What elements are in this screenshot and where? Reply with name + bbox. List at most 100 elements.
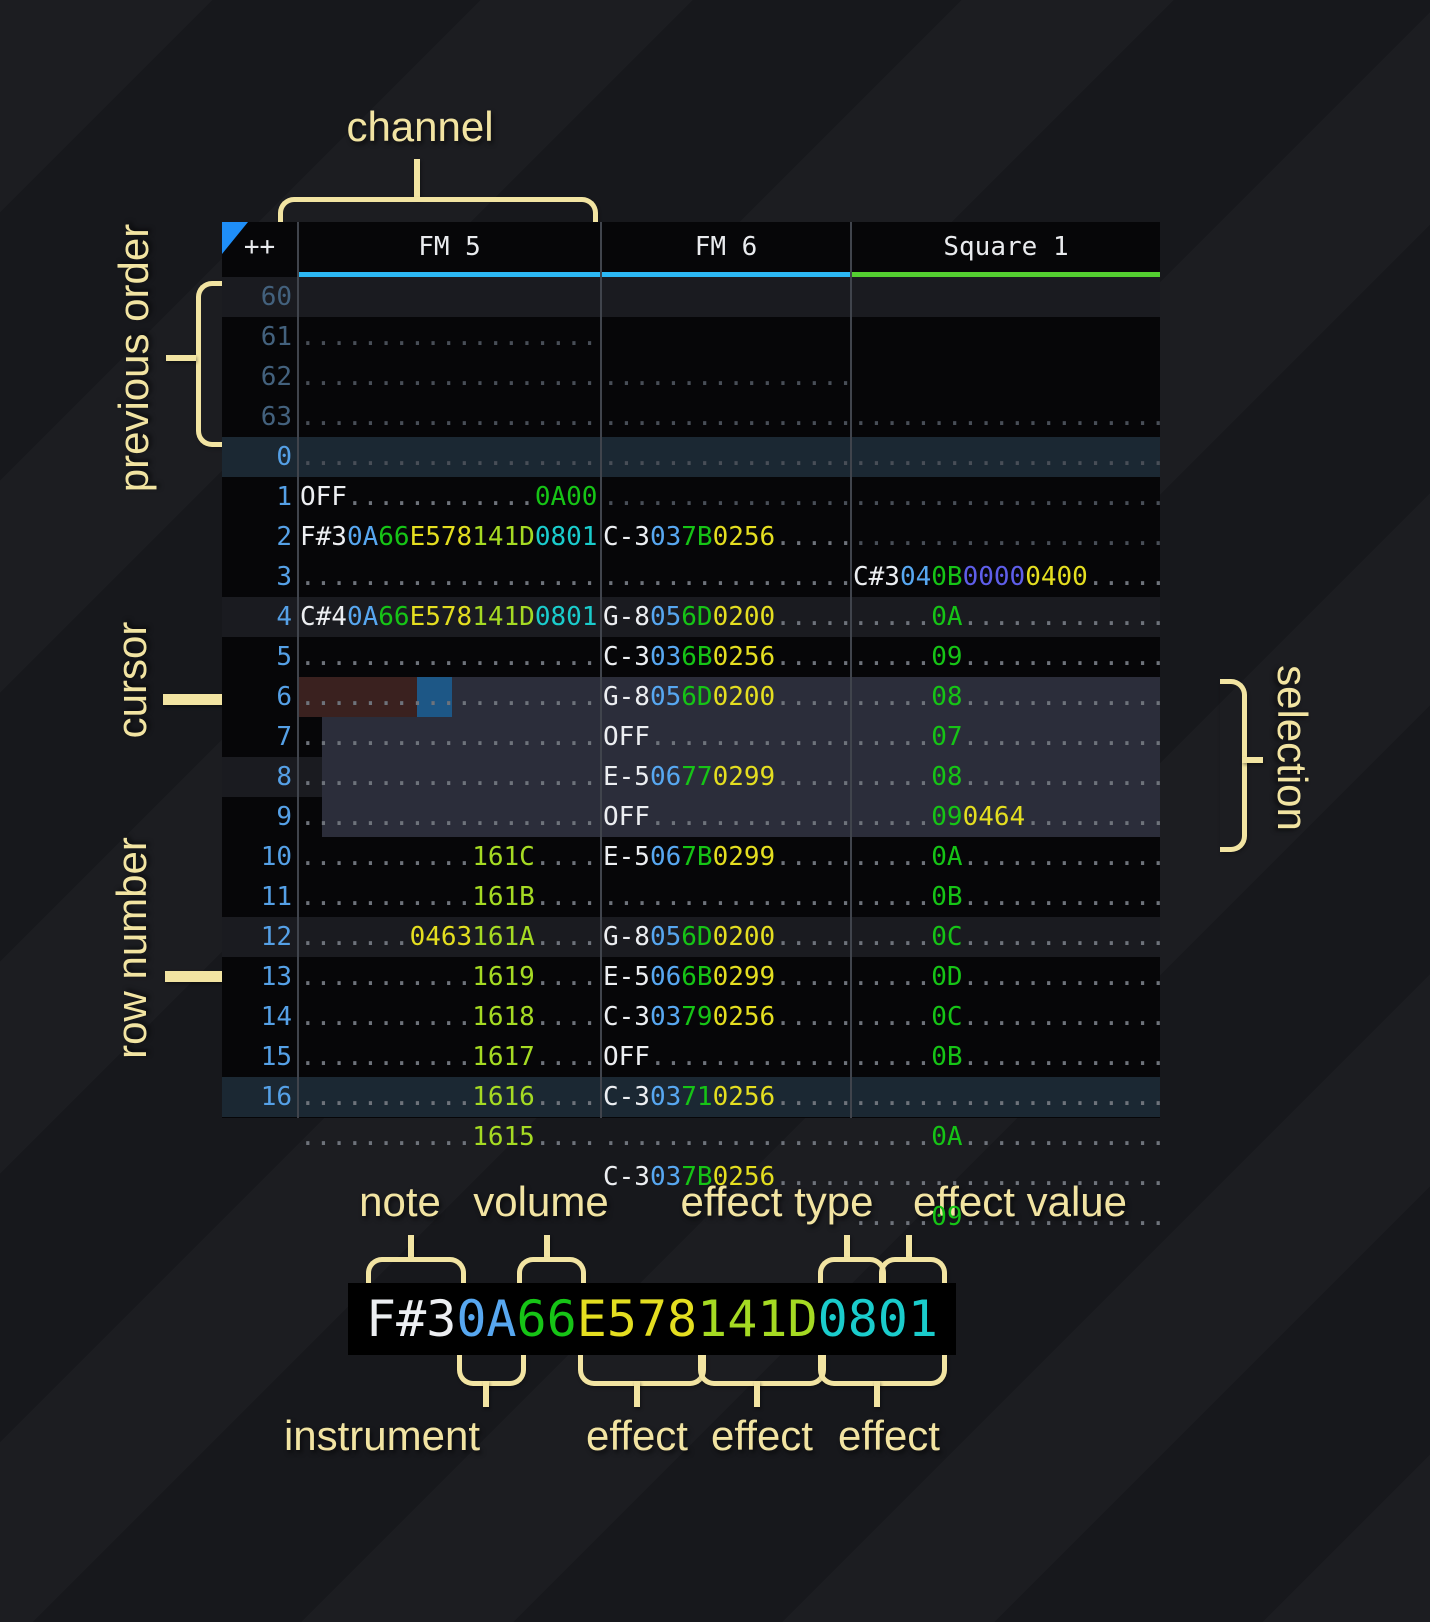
channel-header-fm6[interactable]: FM 6: [694, 232, 758, 262]
pattern-cell-fm6[interactable]: ................: [603, 362, 850, 392]
pattern-cell-fm6[interactable]: ................: [603, 402, 850, 432]
pattern-row[interactable]: 4................... G-8056D0200.........…: [222, 597, 1160, 752]
pattern-row[interactable]: 2................... G-8056D0200.........…: [222, 517, 1160, 672]
pattern-cell-fm6[interactable]: C-3036B0256.....: [603, 642, 850, 672]
pattern-cell-sq1[interactable]: .....0C.............: [853, 922, 1160, 952]
pattern-cell-fm6[interactable]: ................: [603, 442, 850, 472]
channel-header-square1[interactable]: Square 1: [943, 232, 1069, 262]
cursor-cell[interactable]: [417, 677, 452, 717]
pattern-row[interactable]: 63......................................…: [222, 397, 1160, 552]
pattern-cell-sq1[interactable]: ....................: [853, 522, 1160, 552]
pattern-cell-fm5[interactable]: ...........161C....: [300, 842, 598, 872]
row-number: 15: [260, 1042, 292, 1072]
pattern-cell-sq1[interactable]: .....0C.............: [853, 1002, 1160, 1032]
pattern-row[interactable]: 0 OFF............0A00 C-3037B0256..... C#30…: [222, 437, 1160, 592]
row-number: 61: [260, 322, 292, 352]
channel-header-fm5[interactable]: FM 5: [418, 232, 481, 262]
pattern-cell-fm5[interactable]: .......0463161A....: [300, 922, 598, 952]
pattern-cell-fm6[interactable]: OFF.............: [603, 802, 850, 832]
pattern-row[interactable]: 5................... OFF.................…: [222, 637, 1160, 792]
pattern-cell-fm5[interactable]: ...................: [300, 802, 598, 832]
pattern-editor[interactable]: ++ FM 5 FM 6 Square 1 60................…: [222, 222, 1160, 1232]
pattern-cell-fm6[interactable]: ................: [603, 1122, 850, 1152]
instrument-tick: [483, 1381, 489, 1407]
pattern-cell-sq1[interactable]: .....0B.............: [853, 882, 1160, 912]
pattern-cell-fm6[interactable]: G-8056D0200.....: [603, 922, 850, 952]
pattern-cell-sq1[interactable]: ....................: [853, 482, 1160, 512]
selection-overlay: [322, 717, 1160, 837]
pattern-cell-fm5[interactable]: ...........1617....: [300, 1042, 598, 1072]
pattern-row[interactable]: 1 F#30A66E578141D0801....................…: [222, 477, 1160, 632]
row-number: 2: [276, 522, 292, 552]
pattern-cell-fm5[interactable]: ...................: [300, 442, 598, 472]
pattern-cell-fm6[interactable]: E-5066B0299.....: [603, 962, 850, 992]
pattern-cell-sq1[interactable]: .....09.............: [853, 1202, 1160, 1232]
pattern-cell-fm5[interactable]: ...................: [300, 562, 598, 592]
pattern-cell-sq1[interactable]: .....08.............: [853, 762, 1160, 792]
pattern-cell-sq1[interactable]: .....07.............: [853, 722, 1160, 752]
pattern-cell-fm6[interactable]: OFF.............: [603, 1042, 850, 1072]
pattern-cell-fm5[interactable]: ...........161B....: [300, 882, 598, 912]
pattern-cell-fm5[interactable]: ...................: [300, 762, 598, 792]
pattern-row[interactable]: 60......................................…: [222, 277, 1160, 432]
pattern-row[interactable]: 7................... OFF.................…: [222, 717, 1160, 872]
pattern-cell-sq1[interactable]: ....................: [853, 1082, 1160, 1112]
pattern-cell-fm5[interactable]: ...................: [300, 322, 598, 352]
pattern-row[interactable]: 3 C#40A66E578141D0801 C-3036B0256.........…: [222, 557, 1160, 712]
pattern-cell-fm6[interactable]: G-8056D0200.....: [603, 682, 850, 712]
pattern-cell-fm6[interactable]: C-3037B0256.....: [603, 1162, 850, 1192]
pattern-cell-fm5[interactable]: ...................: [300, 362, 598, 392]
pattern-cell-fm6[interactable]: E-506770299.....: [603, 762, 850, 792]
pattern-cell-sq1[interactable]: .....090464.........: [853, 802, 1160, 832]
row-number: 0: [276, 442, 292, 472]
pattern-cell-fm5[interactable]: ...........1619....: [300, 962, 598, 992]
pattern-row[interactable]: 13 ...........1618.... OFF................…: [222, 957, 1160, 1112]
pattern-cell-sq1[interactable]: .....0D.............: [853, 962, 1160, 992]
effect3-label: effect: [838, 1412, 940, 1459]
pattern-cell-fm5[interactable]: ...........1616....: [300, 1082, 598, 1112]
pattern-cell-fm6[interactable]: ................: [603, 882, 850, 912]
effect2-tick: [754, 1381, 760, 1407]
cursor-row-highlight: [299, 677, 417, 717]
pattern-cell-sq1[interactable]: .....0A.............: [853, 602, 1160, 632]
pattern-cell-fm5[interactable]: ...........1615....: [300, 1122, 598, 1152]
pattern-row[interactable]: 61......................................…: [222, 317, 1160, 472]
pattern-cell-fm5[interactable]: C#40A66E578141D0801: [300, 602, 598, 632]
pattern-cell-fm5[interactable]: F#30A66E578141D0801: [300, 522, 598, 552]
pattern-cell-fm5[interactable]: OFF............0A00: [300, 482, 598, 512]
pattern-cell-fm6[interactable]: C-303790256.....: [603, 1002, 850, 1032]
pattern-row[interactable]: 62......................................…: [222, 357, 1160, 512]
pattern-cell-sq1[interactable]: .....08.............: [853, 682, 1160, 712]
pattern-cell-fm5[interactable]: ...................: [300, 682, 598, 712]
pattern-row[interactable]: 15 ...........1616.......................…: [222, 1037, 1160, 1192]
pattern-cell-fm6[interactable]: E-5067B0299.....: [603, 842, 850, 872]
pattern-cell-sq1[interactable]: ....................: [853, 442, 1160, 472]
pattern-cell-fm6[interactable]: C-3037B0256.....: [603, 522, 850, 552]
effect-value-label: effect value: [912, 1178, 1128, 1225]
pattern-cell-fm6[interactable]: ................: [603, 562, 850, 592]
pattern-cell-fm6[interactable]: C-303710256.....: [603, 1082, 850, 1112]
pattern-row[interactable]: 12 ...........1619.... C-303790256........…: [222, 917, 1160, 1072]
pattern-row[interactable]: 10 ...........161B.... G-8056D0200........…: [222, 837, 1160, 992]
pattern-cell-sq1[interactable]: ....................: [853, 402, 1160, 432]
pattern-cell-sq1[interactable]: ....................: [853, 1162, 1160, 1192]
order-add-button[interactable]: ++: [243, 232, 276, 262]
pattern-cell-fm5[interactable]: ...................: [300, 642, 598, 672]
pattern-cell-sq1[interactable]: .....0A.............: [853, 1122, 1160, 1152]
pattern-cell-sq1[interactable]: .....0A.............: [853, 842, 1160, 872]
pattern-cell-fm6[interactable]: G-8056D0200.....: [603, 602, 850, 632]
pattern-row[interactable]: 9 ...........161C........................…: [222, 797, 1160, 952]
pattern-cell-sq1[interactable]: .....0B.............: [853, 1042, 1160, 1072]
pattern-row[interactable]: 16 ...........1615.... C-3037B0256........…: [222, 1077, 1160, 1232]
pattern-row[interactable]: 6................... E-506770299.........…: [222, 677, 1160, 832]
pattern-cell-fm6[interactable]: ................: [603, 482, 850, 512]
pattern-cell-fm5[interactable]: ...................: [300, 402, 598, 432]
pattern-cell-fm5[interactable]: ...........1618....: [300, 1002, 598, 1032]
pattern-row[interactable]: 11 .......0463161A.... E-5066B0299........…: [222, 877, 1160, 1032]
pattern-row[interactable]: 14 ...........1617.... C-303710256........…: [222, 997, 1160, 1152]
pattern-cell-fm6[interactable]: OFF.............: [603, 722, 850, 752]
pattern-cell-sq1[interactable]: C#3040B00000400.....: [853, 562, 1160, 592]
note-bracket: [366, 1257, 466, 1288]
pattern-cell-fm5[interactable]: ...................: [300, 722, 598, 752]
pattern-cell-sq1[interactable]: .....09.............: [853, 642, 1160, 672]
